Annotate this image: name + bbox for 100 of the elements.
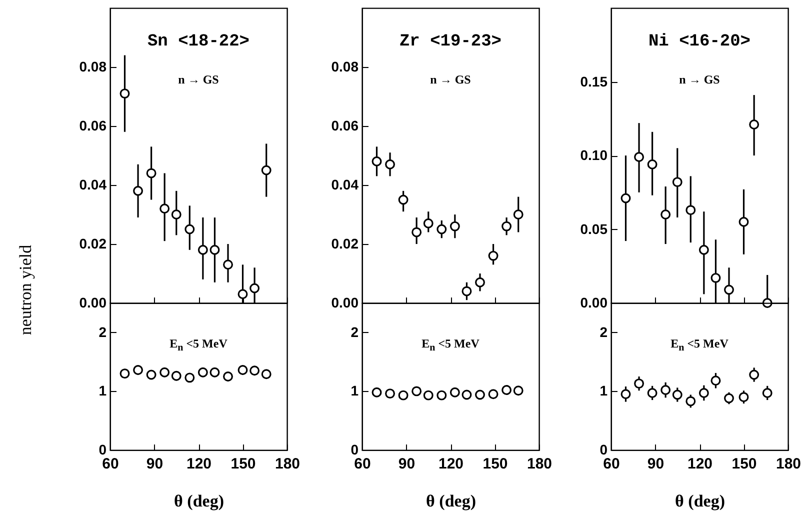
x-tick-label: 120 <box>186 456 212 472</box>
point <box>620 193 631 204</box>
point <box>210 367 220 378</box>
annotation: n → GS <box>178 72 219 88</box>
point <box>749 120 760 130</box>
text: Ni <16-20> <box>648 32 751 52</box>
y-tick-label: 2 <box>350 324 359 340</box>
point <box>261 369 272 380</box>
x-tick-label: 180 <box>274 456 300 472</box>
x-tick-label: 90 <box>398 456 416 472</box>
point <box>749 370 760 380</box>
y-tick-label: 0.06 <box>79 118 107 134</box>
point <box>513 210 524 220</box>
point <box>238 289 248 300</box>
point <box>462 286 472 296</box>
point <box>710 272 721 283</box>
y-tick-label: 0.00 <box>580 294 608 310</box>
y-tick-label: 0.04 <box>79 176 107 192</box>
y-tick-label: 0.02 <box>331 236 359 252</box>
y-tick-label: 0.06 <box>331 118 359 134</box>
point <box>184 224 195 234</box>
point <box>223 260 233 270</box>
point <box>198 367 208 378</box>
point <box>672 390 682 400</box>
point <box>475 277 485 288</box>
x-tick-label: 120 <box>687 456 713 472</box>
point <box>647 388 658 398</box>
y-tick-label: 0.10 <box>580 147 608 163</box>
point <box>146 370 156 380</box>
y-tick-label: 1 <box>600 382 608 399</box>
point <box>762 388 772 398</box>
point <box>698 388 709 398</box>
point <box>660 385 671 395</box>
x-tick-label: 60 <box>603 456 620 472</box>
point <box>184 372 195 383</box>
x-tick-label: 180 <box>776 456 802 472</box>
text: Zr <19-23> <box>399 32 502 52</box>
point <box>146 168 156 178</box>
point <box>738 392 749 402</box>
point <box>133 186 144 196</box>
point <box>160 367 170 378</box>
point <box>171 210 182 220</box>
point <box>724 393 734 404</box>
point <box>502 221 512 232</box>
point <box>423 218 434 228</box>
point <box>133 365 144 376</box>
point <box>436 224 447 234</box>
y-tick-label: 0 <box>350 442 359 458</box>
y-tick-label: 0.15 <box>580 73 608 90</box>
y-tick-label: 0 <box>98 442 107 458</box>
point <box>398 194 408 205</box>
y-tick-label: 0.04 <box>331 176 359 192</box>
x-tick-label: 60 <box>102 456 119 472</box>
point <box>160 204 170 214</box>
x-tick-label: 180 <box>526 456 552 472</box>
x-tick-label: 150 <box>482 456 508 472</box>
y-tick-label: 0.00 <box>331 294 359 310</box>
point <box>250 366 260 376</box>
y-tick-label: 2 <box>600 324 608 340</box>
point <box>710 376 721 386</box>
y-tick-label: 1 <box>98 382 107 399</box>
y-tick-label: 0.08 <box>331 58 359 74</box>
point <box>120 368 130 379</box>
point <box>634 152 644 162</box>
point <box>672 177 682 188</box>
x-tick-label: 90 <box>647 456 664 472</box>
point <box>120 88 130 99</box>
point <box>660 210 671 220</box>
x-tick-label: 90 <box>146 456 164 472</box>
y-tick-label: 0.00 <box>79 294 107 310</box>
point <box>223 372 233 382</box>
y-tick-label: 0.05 <box>580 220 608 237</box>
point <box>450 221 460 232</box>
point <box>412 227 422 238</box>
x-axis-title: θ (deg) <box>426 492 476 510</box>
point <box>250 283 260 294</box>
text: Sn <18-22> <box>147 32 250 52</box>
x-axis-title: θ (deg) <box>174 492 224 510</box>
annotation: n → GS <box>679 72 720 88</box>
x-tick-label: 60 <box>354 456 371 472</box>
y-tick-label: 0.08 <box>79 58 107 74</box>
y-tick-label: 0 <box>600 442 608 458</box>
annotation: E$_{n}$ <5 MeV <box>422 336 480 354</box>
annotation: n → GS <box>430 72 471 88</box>
point <box>238 365 248 376</box>
point <box>261 165 272 176</box>
y-tick-label: 2 <box>98 324 107 340</box>
x-tick-label: 150 <box>230 456 256 472</box>
point <box>372 156 382 166</box>
point <box>738 216 749 227</box>
point <box>724 284 734 295</box>
point <box>620 389 631 400</box>
point <box>686 205 696 216</box>
point <box>385 159 396 170</box>
point <box>488 250 498 261</box>
point <box>634 378 644 389</box>
point <box>686 396 696 406</box>
point <box>198 244 208 255</box>
point <box>171 370 182 381</box>
point <box>647 159 658 170</box>
